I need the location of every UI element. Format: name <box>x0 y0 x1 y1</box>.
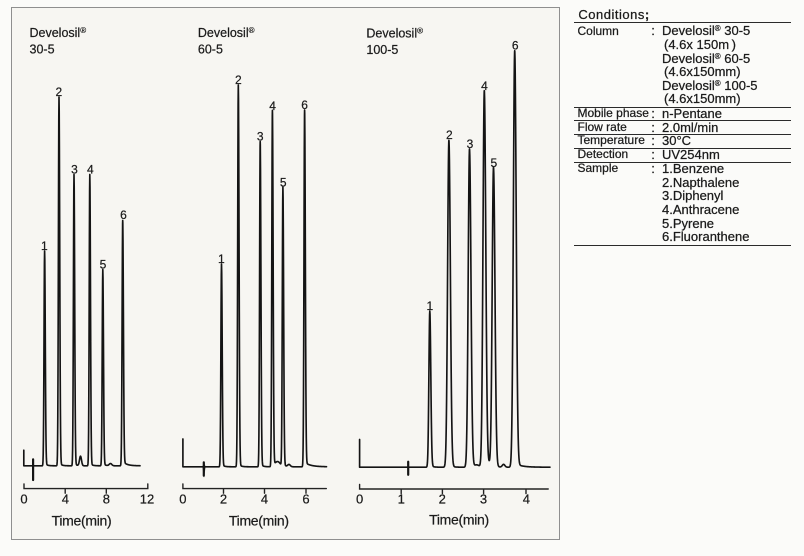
svg-text:0: 0 <box>356 492 363 507</box>
svg-text:5: 5 <box>491 156 498 170</box>
svg-text:Time(min): Time(min) <box>229 513 289 529</box>
svg-text:5: 5 <box>100 257 107 271</box>
svg-text:30-5: 30-5 <box>30 43 55 57</box>
svg-text:4: 4 <box>261 492 268 507</box>
svg-text:Time(min): Time(min) <box>52 513 112 529</box>
svg-text:5: 5 <box>280 175 287 189</box>
svg-text:Develosil®: Develosil® <box>366 26 423 40</box>
svg-text:12: 12 <box>140 492 154 507</box>
svg-text:6: 6 <box>302 492 309 507</box>
svg-text:1: 1 <box>218 252 225 266</box>
svg-text:3: 3 <box>480 492 487 507</box>
svg-text:4: 4 <box>523 492 530 507</box>
svg-text:Develosil®: Develosil® <box>30 26 87 40</box>
svg-text:2: 2 <box>235 73 242 87</box>
svg-text:2: 2 <box>439 492 446 507</box>
svg-text:Time(min): Time(min) <box>429 511 489 527</box>
svg-text:6: 6 <box>301 98 308 112</box>
svg-text:6: 6 <box>120 208 127 222</box>
svg-text:8: 8 <box>103 492 110 507</box>
svg-text:2: 2 <box>446 128 453 142</box>
svg-text:4: 4 <box>481 79 488 93</box>
svg-text:1: 1 <box>41 239 48 253</box>
svg-text:4: 4 <box>62 492 69 507</box>
svg-text:0: 0 <box>20 492 27 507</box>
svg-text:1: 1 <box>398 492 405 507</box>
svg-text:Develosil®: Develosil® <box>198 26 255 40</box>
svg-text:3: 3 <box>467 137 474 151</box>
svg-text:3: 3 <box>71 162 78 176</box>
svg-text:6: 6 <box>512 39 519 53</box>
svg-text:1: 1 <box>427 299 434 313</box>
svg-text:0: 0 <box>179 492 186 507</box>
svg-text:100-5: 100-5 <box>366 43 398 57</box>
svg-text:2: 2 <box>220 492 227 507</box>
svg-text:2: 2 <box>55 85 62 99</box>
svg-text:60-5: 60-5 <box>198 43 223 57</box>
svg-text:3: 3 <box>257 129 264 143</box>
svg-text:4: 4 <box>269 99 276 113</box>
svg-text:4: 4 <box>87 162 94 176</box>
